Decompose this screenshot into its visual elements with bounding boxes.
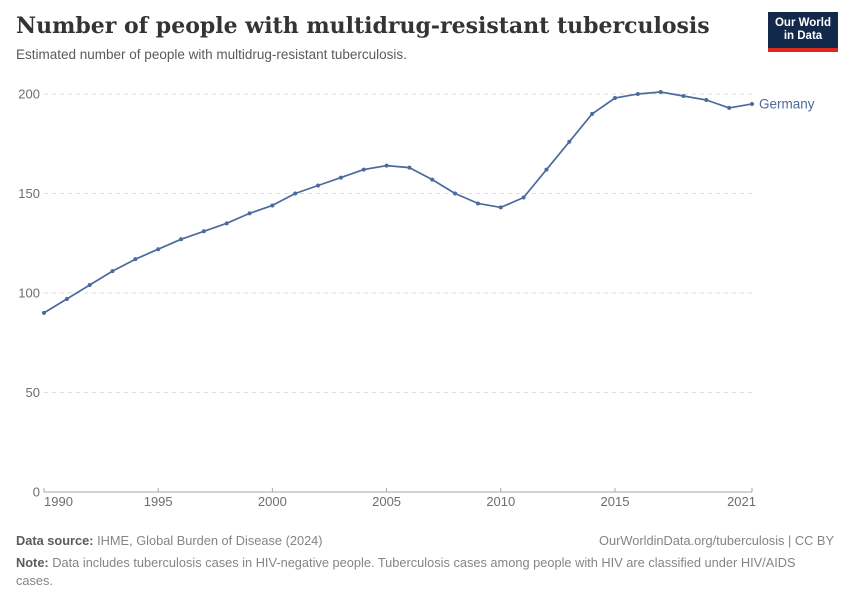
note-value: Data includes tuberculosis cases in HIV-… bbox=[16, 554, 796, 589]
data-point bbox=[247, 211, 252, 216]
x-tick-label: 1995 bbox=[144, 494, 173, 509]
data-point bbox=[658, 90, 663, 95]
data-point bbox=[361, 167, 366, 172]
data-point bbox=[201, 229, 206, 234]
data-point bbox=[681, 93, 686, 98]
data-point bbox=[407, 165, 412, 170]
x-tick-label: 2021 bbox=[727, 494, 756, 509]
data-point bbox=[293, 191, 298, 196]
data-source-value: IHME, Global Burden of Disease (2024) bbox=[93, 533, 323, 548]
series-label: Germany bbox=[759, 96, 815, 111]
data-point bbox=[567, 139, 572, 144]
data-point bbox=[612, 95, 617, 100]
data-point bbox=[635, 92, 640, 96]
y-tick-label: 50 bbox=[26, 385, 40, 400]
data-point bbox=[224, 221, 229, 226]
data-point bbox=[110, 269, 115, 274]
data-point bbox=[704, 97, 709, 102]
page-title: Number of people with multidrug-resistan… bbox=[16, 13, 710, 39]
x-tick-label: 2005 bbox=[372, 494, 401, 509]
data-point bbox=[42, 310, 46, 315]
owid-logo[interactable]: Our World in Data bbox=[768, 12, 838, 52]
data-point bbox=[544, 167, 549, 172]
note-label: Note: bbox=[16, 554, 49, 570]
data-point bbox=[179, 237, 184, 242]
line-chart: 0 50 100 150 200 1990 1995 2000 2005 2010 2015 2021… bbox=[18, 87, 815, 510]
x-tick-label: 2010 bbox=[486, 494, 515, 509]
data-point bbox=[384, 163, 389, 168]
owid-logo-line1: Our World bbox=[774, 17, 831, 29]
data-line bbox=[43, 91, 753, 314]
chart-subtitle: Estimated number of people with multidru… bbox=[16, 47, 407, 63]
x-tick-label: 2015 bbox=[601, 494, 630, 509]
chart-footer: Data source: IHME, Global Burden of Dise… bbox=[16, 532, 834, 591]
data-point bbox=[727, 105, 732, 110]
data-point bbox=[453, 191, 458, 196]
x-tick-label: 1990 bbox=[44, 494, 73, 509]
license-link[interactable]: OurWorldinData.org/tuberculosis | CC BY bbox=[599, 533, 834, 548]
data-point bbox=[316, 183, 321, 188]
y-tick-label: 200 bbox=[18, 87, 40, 102]
data-point bbox=[270, 203, 275, 208]
data-point bbox=[498, 205, 503, 210]
data-point bbox=[64, 296, 69, 301]
data-point bbox=[338, 175, 343, 180]
x-tick-label: 2000 bbox=[258, 494, 287, 509]
owid-logo-line2: in Data bbox=[783, 30, 823, 42]
data-point bbox=[521, 195, 526, 200]
data-source: Data source: IHME, Global Burden of Dise… bbox=[16, 532, 323, 551]
data-point bbox=[590, 111, 595, 116]
data-point bbox=[750, 101, 754, 106]
note-text: Note: Data includes tuberculosis cases i… bbox=[16, 554, 834, 591]
data-source-label: Data source: bbox=[16, 533, 94, 548]
data-point bbox=[87, 283, 92, 288]
y-tick-label: 0 bbox=[33, 485, 40, 500]
data-point bbox=[475, 201, 480, 206]
data-point bbox=[156, 247, 161, 252]
y-tick-label: 100 bbox=[18, 286, 40, 301]
data-point bbox=[133, 257, 138, 262]
data-point bbox=[430, 177, 435, 182]
chart-header: Number of people with multidrug-resistan… bbox=[16, 13, 750, 62]
y-tick-label: 150 bbox=[18, 186, 40, 201]
